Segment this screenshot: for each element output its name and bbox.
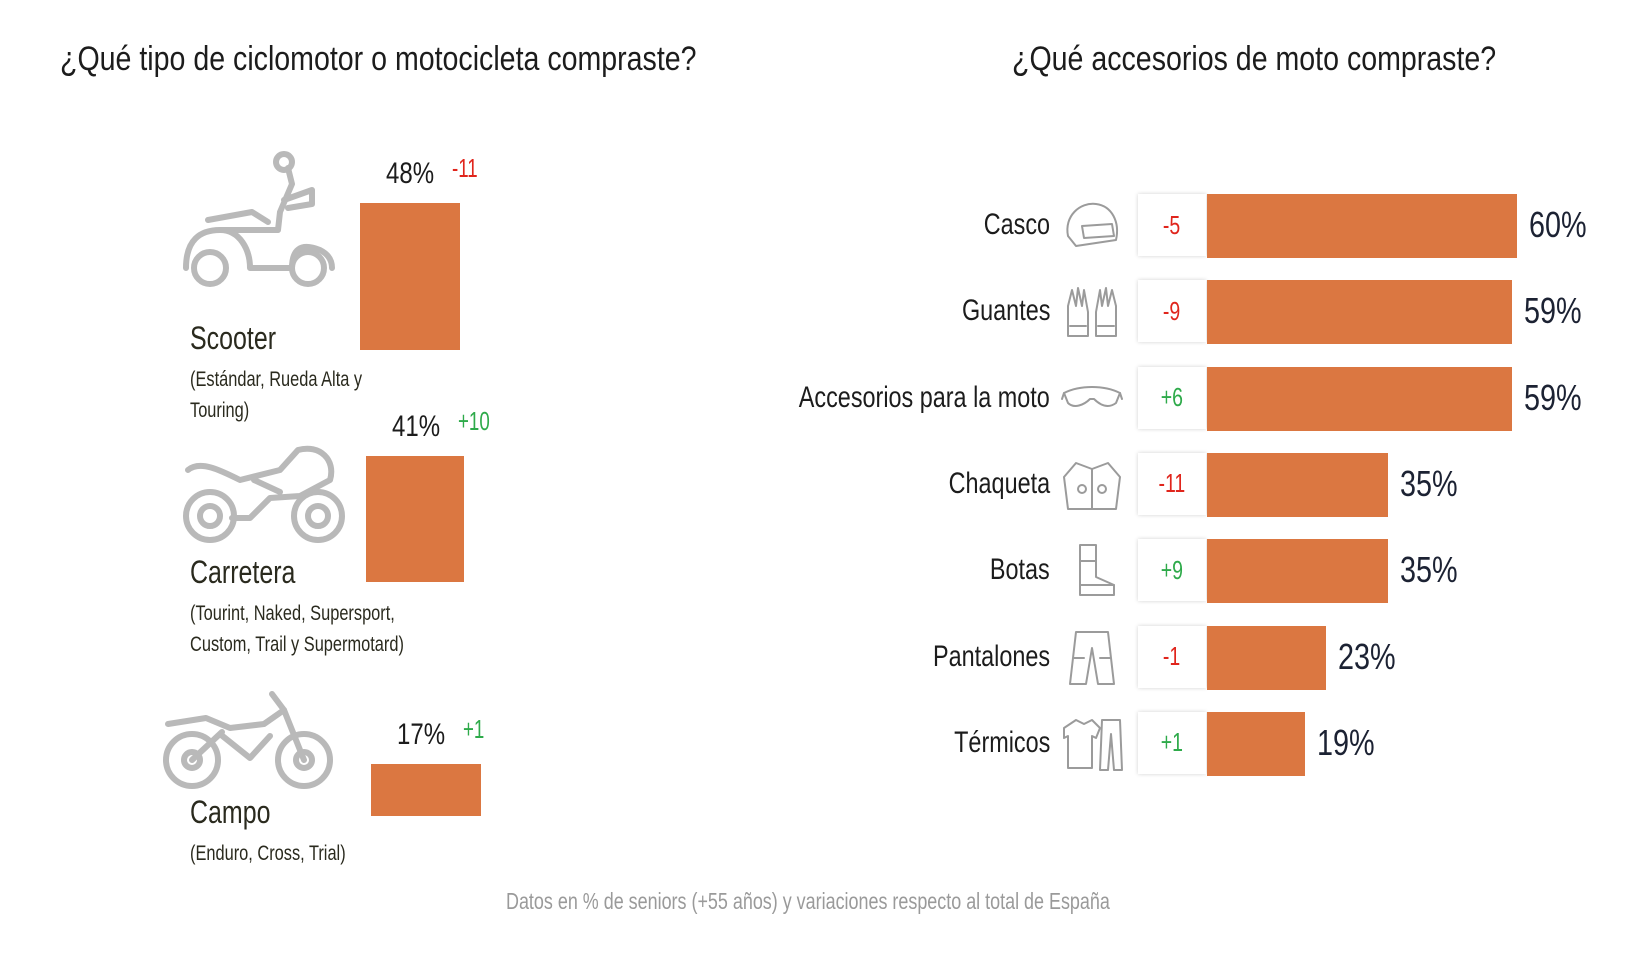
helmet-icon: [1060, 196, 1124, 261]
bar-scooter: [360, 203, 460, 350]
gloves-icon: [1060, 282, 1124, 347]
delta-box: -5: [1138, 194, 1206, 256]
value-label: 59%: [1523, 376, 1582, 418]
goggles-icon: [1060, 369, 1124, 434]
category-name-campo: Campo: [190, 794, 271, 830]
delta-label: +1: [1160, 727, 1184, 758]
bar-campo: [371, 763, 481, 816]
accessory-row: Casco -5 60%: [0, 194, 1640, 258]
value-label: 60%: [1529, 204, 1587, 245]
delta-label: +9: [1160, 554, 1184, 585]
bar: [1207, 452, 1388, 517]
delta-label: +6: [1160, 382, 1184, 413]
category-subtitle-carretera: (Tourint, Naked, Supersport, Custom, Tra…: [190, 602, 404, 656]
bar: [1207, 194, 1517, 258]
category-label: Pantalones: [932, 639, 1050, 673]
accessory-row: Chaqueta -11 35%: [0, 452, 1640, 520]
bar: [1207, 366, 1512, 431]
delta-label: -5: [1163, 209, 1181, 240]
accessory-row: Guantes -9 59%: [0, 280, 1640, 347]
accessory-row: Pantalones -1 23%: [0, 625, 1640, 693]
delta-label: -9: [1163, 295, 1181, 326]
value-label: 35%: [1399, 549, 1458, 591]
delta-label-carretera: +10: [458, 406, 490, 437]
value-label-carretera: 41%: [392, 410, 441, 444]
right-chart-title: ¿Qué accesorios de moto compraste?: [1012, 40, 1497, 78]
left-chart-title: ¿Qué tipo de ciclomotor o motocicleta co…: [60, 40, 697, 78]
sport-motorcycle-icon: [180, 440, 350, 550]
bar-carretera: [366, 456, 464, 582]
category-subtitle-scooter: (Estándar, Rueda Alta y Touring): [190, 368, 363, 422]
category-name-carretera: Carretera: [190, 554, 296, 590]
accessory-row: Botas +9 35%: [0, 539, 1640, 606]
bar: [1207, 539, 1388, 604]
pants-icon: [1060, 628, 1124, 693]
accessory-row: Accesorios para la moto +6 59%: [0, 366, 1640, 434]
category-label: Botas: [990, 553, 1050, 587]
value-label-scooter: 48%: [386, 157, 435, 190]
thermal-wear-icon: [1060, 714, 1124, 779]
delta-label: -11: [1158, 468, 1186, 499]
delta-label: -1: [1163, 641, 1181, 671]
scooter-icon: [180, 150, 340, 300]
jacket-icon: [1060, 455, 1124, 520]
delta-box: -1: [1138, 625, 1206, 688]
category-label: Accesorios para la moto: [798, 380, 1050, 414]
category-name-scooter: Scooter: [190, 320, 277, 356]
boot-icon: [1060, 541, 1124, 606]
value-label: 35%: [1399, 462, 1458, 504]
category-label: Casco: [983, 208, 1050, 241]
value-label: 23%: [1337, 635, 1396, 677]
value-label-campo: 17%: [397, 717, 446, 751]
delta-box: +1: [1138, 711, 1206, 774]
category-label: Guantes: [961, 294, 1050, 328]
bar: [1207, 625, 1326, 690]
value-label: 19%: [1317, 721, 1375, 763]
delta-box: -11: [1138, 452, 1206, 515]
delta-box: +9: [1138, 539, 1206, 602]
delta-label-campo: +1: [463, 713, 485, 744]
category-label: Térmicos: [953, 725, 1050, 759]
bar: [1207, 711, 1306, 776]
category-subtitle-campo: (Enduro, Cross, Trial): [190, 842, 346, 865]
footnote: Datos en % de seniors (+55 años) y varia…: [506, 888, 1110, 914]
category-label: Chaqueta: [948, 466, 1050, 500]
accessory-row: Térmicos +1 19%: [0, 711, 1640, 779]
value-label: 59%: [1523, 290, 1582, 332]
delta-box: +6: [1138, 366, 1206, 429]
delta-box: -9: [1138, 280, 1206, 343]
dirt-bike-icon: [160, 688, 340, 798]
bar: [1207, 280, 1512, 345]
delta-label-scooter: -11: [452, 153, 478, 183]
